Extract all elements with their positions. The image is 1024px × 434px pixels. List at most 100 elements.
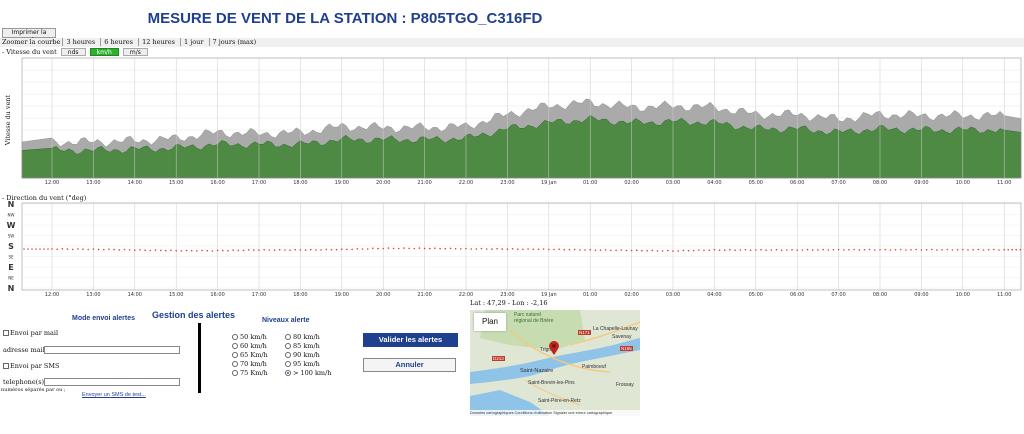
direction-point [931,248,933,251]
level-radio[interactable] [285,352,291,358]
mail-input[interactable] [44,346,180,354]
sms-checkbox[interactable] [3,363,9,369]
level-radio[interactable] [232,361,238,367]
direction-point [579,249,581,251]
level-option[interactable]: 75 Km/h [232,369,268,378]
level-radio[interactable] [285,343,291,349]
level-radio[interactable] [285,334,291,340]
map-view[interactable]: Plan Parc naturel régional de Brière La … [470,310,640,416]
direction-point [775,248,778,251]
direction-point [677,250,679,252]
direction-point [734,249,736,251]
direction-point [190,249,193,252]
direction-x-tick-label: 21:00 [417,292,431,298]
alert-mode-title: Mode envoi alertes [72,315,136,322]
sms-test-link[interactable]: Envoyer un SMS de test... [82,392,146,398]
direction-point [227,249,229,252]
direction-point [284,249,286,251]
zoom-option-7d[interactable]: 7 jours (max) [208,38,260,46]
direction-point [118,249,121,251]
direction-point [703,249,705,252]
level-option[interactable]: > 100 km/h [285,369,331,378]
level-label: 75 Km/h [240,369,268,377]
direction-x-tick-label: 19:00 [335,292,349,298]
direction-point [910,249,912,251]
map-marker-icon[interactable] [549,341,559,355]
level-radio-selected[interactable] [285,370,291,376]
validate-alerts-button[interactable]: Valider les alertes [363,333,458,347]
level-option[interactable]: 65 Km/h [232,351,268,360]
direction-point [201,249,203,252]
direction-point [460,248,462,250]
mail-checkbox[interactable] [3,330,9,336]
direction-point [993,248,995,251]
level-radio[interactable] [285,361,291,367]
alert-levels-col-1: 50 km/h 60 km/h 65 Km/h 70 km/h 75 Km/h [232,333,268,378]
speed-x-tick-label: 11:00 [997,180,1011,186]
level-option[interactable]: 70 km/h [232,360,268,369]
direction-point [636,249,638,251]
direction-point [278,248,281,251]
phone-input[interactable] [44,378,180,386]
direction-point [216,249,219,252]
compass-tick-label: NE [8,276,14,281]
direction-point [103,248,105,251]
zoom-option-3h[interactable]: 3 heures [62,38,99,46]
level-radio[interactable] [232,334,238,340]
level-option[interactable]: 90 km/h [285,351,331,360]
zoom-option-6h[interactable]: 6 heures [100,38,136,46]
direction-point [423,247,426,250]
cancel-button[interactable]: Annuler [363,358,456,372]
direction-x-tick-label: 04:00 [707,292,721,298]
map-plan-button[interactable]: Plan [474,313,506,331]
direction-point [196,250,198,252]
direction-point [439,247,441,250]
direction-point [159,249,162,252]
level-option[interactable]: 60 km/h [232,342,268,351]
direction-point [962,248,964,251]
mail-label: adresse mail : [3,346,50,354]
level-option[interactable]: 95 km/h [285,360,331,369]
direction-x-tick-label: 08:00 [873,292,887,298]
unit-button-ms[interactable]: m/s [122,48,148,56]
direction-point [346,248,348,251]
map-footer-terms[interactable]: Conditions d'utilisation [514,411,553,415]
direction-point [998,249,1000,251]
speed-x-tick-label: 15:00 [169,180,183,186]
level-option[interactable]: 85 km/h [285,342,331,351]
direction-point [180,250,183,252]
direction-point [304,249,307,251]
direction-point [408,247,410,250]
direction-point [599,249,602,251]
direction-point [434,247,436,249]
direction-x-tick-label: 02:00 [624,292,638,298]
compass-tick-label: NW [8,213,15,218]
level-option[interactable]: 80 km/h [285,333,331,342]
direction-point [879,249,881,251]
direction-point [925,249,928,251]
direction-x-tick-label: 22:00 [459,292,473,298]
level-option[interactable]: 50 km/h [232,333,268,342]
map-footer-report[interactable]: Signaler une erreur cartographique [553,411,613,415]
direction-point [449,247,452,250]
direction-point [294,248,297,251]
direction-point [501,248,504,250]
zoom-option-1d[interactable]: 1 jour [180,38,207,46]
wind-direction-chart: N NW W SW S SE E NE N 12:00 13:00 14:00 15:00 16:00 1… [7,200,1022,298]
level-radio[interactable] [232,343,238,349]
direction-point [35,248,37,250]
direction-point [392,247,395,250]
level-radio[interactable] [232,352,238,358]
zoom-option-12h[interactable]: 12 heures [138,38,178,46]
direction-point [1011,248,1013,251]
level-radio[interactable] [232,370,238,376]
direction-point [485,248,488,250]
print-chart-button[interactable]: Imprimer la courbe [2,28,56,44]
direction-x-tick-label: 19 Jan [541,292,557,298]
speed-x-tick-label: 22:00 [459,180,473,186]
speed-x-tick-label: 19:00 [335,180,349,186]
level-label: 70 km/h [240,360,267,368]
alert-levels-title: Niveaux alerte [262,317,310,324]
direction-point [936,249,938,251]
direction-point [387,247,390,249]
